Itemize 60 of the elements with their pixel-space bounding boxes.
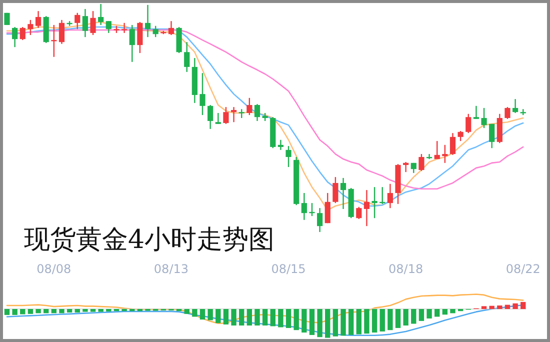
bar [520, 302, 526, 309]
bar [512, 303, 518, 309]
bar [434, 309, 440, 317]
bar [200, 309, 206, 320]
bar [4, 309, 10, 315]
bar [262, 309, 268, 326]
text: 现货黄金4小时走势图 [24, 225, 275, 255]
bar [340, 309, 346, 336]
x-tick-label: 08/22 [506, 262, 540, 276]
bar [231, 309, 236, 326]
bar [208, 309, 213, 320]
bar [411, 309, 416, 324]
bar [98, 309, 104, 312]
bar [380, 309, 385, 332]
bar [450, 309, 456, 314]
bar [184, 309, 190, 314]
bar [82, 309, 88, 312]
bar [426, 309, 432, 318]
bar [418, 309, 424, 321]
bar [28, 309, 34, 314]
bar [90, 309, 96, 312]
bar [254, 309, 260, 326]
bar [270, 309, 276, 326]
bar [497, 305, 502, 309]
bar [325, 309, 330, 338]
bar [286, 309, 292, 328]
bar [348, 309, 354, 335]
bar [44, 309, 49, 314]
bar [395, 309, 401, 328]
bar [66, 309, 72, 313]
bar [442, 309, 448, 315]
bar [372, 309, 378, 333]
bar [489, 306, 494, 309]
bar [223, 309, 229, 324]
bar [504, 304, 510, 309]
bar [216, 309, 221, 324]
bar [481, 306, 487, 309]
bar [294, 309, 299, 330]
bar [51, 309, 57, 314]
bar [356, 309, 362, 334]
bar [192, 309, 198, 317]
bar [278, 309, 284, 328]
bar [74, 309, 80, 313]
bar [239, 309, 244, 326]
x-tick-label: 08/15 [271, 262, 306, 276]
bar [309, 309, 315, 335]
bar [403, 309, 408, 326]
bar [332, 309, 338, 336]
bar [317, 309, 322, 338]
bar [20, 309, 26, 314]
bar [302, 309, 307, 333]
x-tick-label: 08/13 [154, 262, 189, 276]
bar [246, 309, 252, 326]
bar [388, 309, 393, 330]
bar [36, 309, 41, 314]
x-tick-label: 08/18 [388, 262, 424, 276]
x-tick-label: 08/08 [36, 262, 72, 276]
bar [12, 309, 18, 315]
bar [364, 309, 370, 334]
bar [59, 309, 64, 314]
